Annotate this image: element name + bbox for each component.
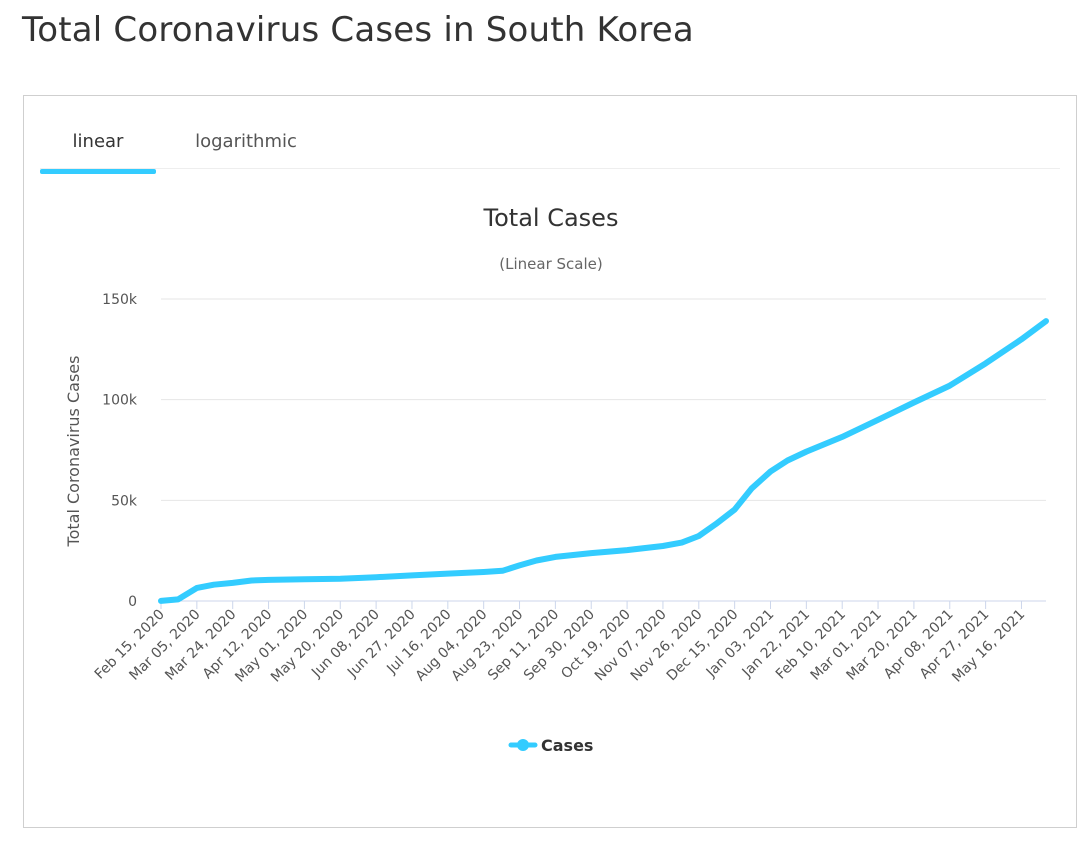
tab-linear-label: linear	[72, 131, 124, 152]
y-axis-ticks: 0 50k 100k 150k	[102, 292, 138, 610]
legend-symbol-marker	[517, 739, 529, 751]
active-tab-indicator	[40, 169, 156, 174]
tab-logarithmic[interactable]: logarithmic	[180, 118, 312, 168]
series-cases[interactable]	[158, 318, 1049, 604]
y-tick-label: 50k	[111, 493, 138, 509]
legend-label-cases[interactable]: Cases	[541, 736, 593, 755]
legend[interactable]: Cases	[508, 736, 593, 755]
gridlines	[161, 298, 1046, 602]
total-cases-chart: Total Cases (Linear Scale) Total Coronav…	[64, 204, 1049, 755]
tab-linear[interactable]: linear	[40, 118, 156, 174]
scale-tabs: linear logarithmic	[40, 118, 1060, 174]
y-tick-label: 100k	[102, 393, 138, 409]
y-axis-label: Total Coronavirus Cases	[64, 356, 83, 548]
y-tick-label: 0	[128, 594, 137, 610]
chart-subtitle: (Linear Scale)	[499, 255, 602, 273]
y-tick-label: 150k	[102, 292, 138, 308]
tab-logarithmic-label: logarithmic	[195, 131, 297, 152]
chart-title: Total Cases	[483, 204, 619, 232]
chart-panel: linear logarithmic Total Cases (Linear S…	[23, 95, 1077, 828]
series-line-cases[interactable]	[158, 318, 1049, 604]
page-title: Total Coronavirus Cases in South Korea	[22, 10, 694, 50]
